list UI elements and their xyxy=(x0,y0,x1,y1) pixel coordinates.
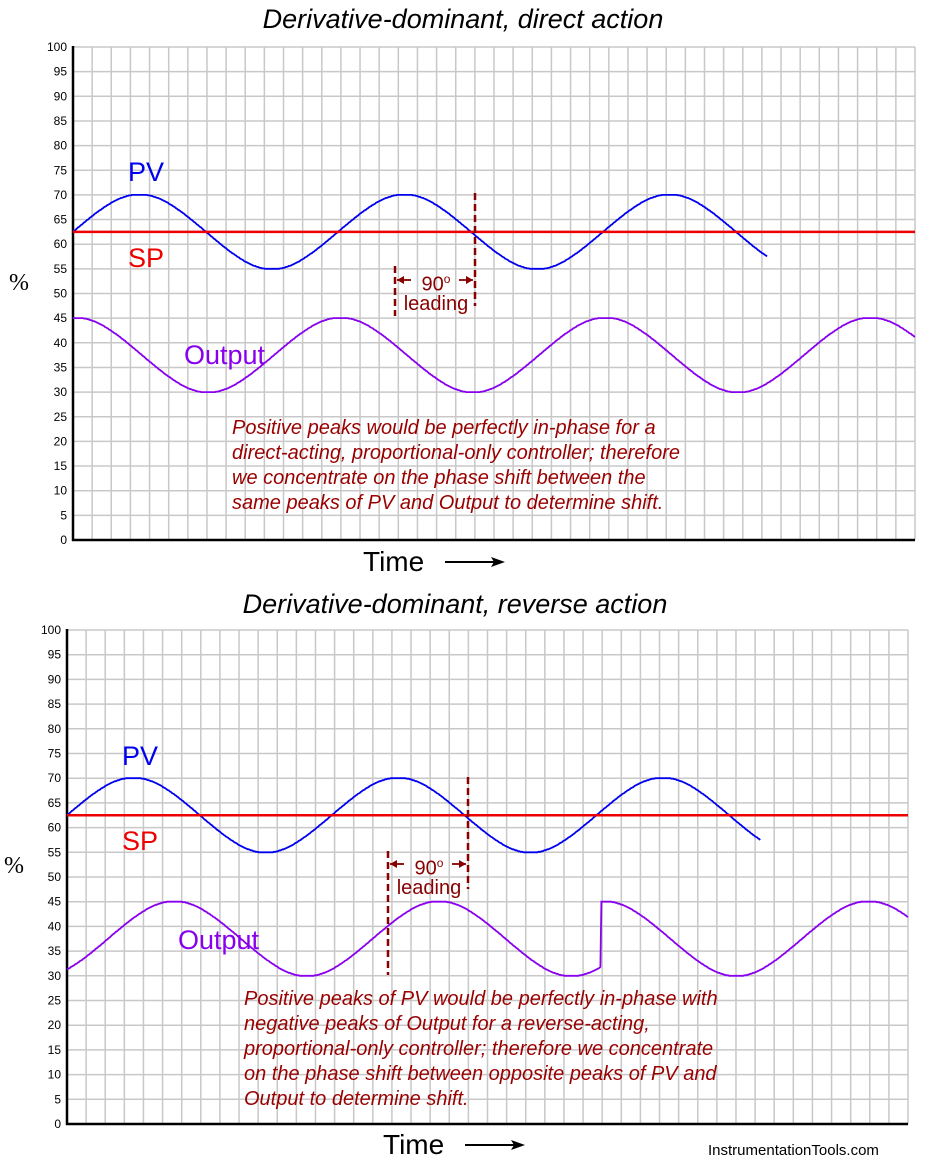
y-tick-label: 25 xyxy=(48,994,62,1008)
sp-label: SP xyxy=(122,826,159,856)
output-label: Output xyxy=(184,340,266,370)
phase-text: leading xyxy=(396,876,462,899)
phase-degrees: 90 xyxy=(414,857,437,880)
footer-credit: InstrumentationTools.com xyxy=(708,1142,879,1159)
explanation-note: Positive peaks of PV would be perfectly … xyxy=(244,988,718,1110)
y-tick-label: 55 xyxy=(54,262,68,276)
x-axis-label: Time xyxy=(363,546,425,577)
x-axis-label: Time xyxy=(383,1129,445,1160)
y-tick-label: 15 xyxy=(48,1043,62,1057)
chart-title: Derivative-dominant, direct action xyxy=(262,4,664,34)
y-tick-label: 40 xyxy=(48,919,62,933)
y-tick-label: 100 xyxy=(41,623,61,637)
y-tick-label: 0 xyxy=(60,533,67,547)
explanation-note: Positive peaks would be perfectly in-pha… xyxy=(232,417,680,514)
y-tick-label: 85 xyxy=(48,697,62,711)
y-tick-label: 50 xyxy=(48,870,62,884)
y-tick-label: 10 xyxy=(54,484,68,498)
y-tick-label: 30 xyxy=(54,385,68,399)
y-tick-label: 35 xyxy=(54,360,68,374)
y-tick-label: 70 xyxy=(48,771,62,785)
y-tick-label: 65 xyxy=(54,213,68,227)
time-arrowhead xyxy=(491,557,505,567)
output-line xyxy=(66,900,909,977)
y-tick-label: 90 xyxy=(48,672,62,686)
phase-annotation: 90o leading xyxy=(396,270,476,314)
y-tick-label: 45 xyxy=(54,311,68,325)
y-tick-label: 25 xyxy=(54,410,68,424)
chart-panel-reverse: Derivative-dominant, reverse action 0 5 10… xyxy=(0,585,926,1171)
degree-symbol: o xyxy=(443,272,451,286)
pv-label: PV xyxy=(128,157,165,187)
y-tick-label: 45 xyxy=(48,895,62,909)
y-tick-label: 100 xyxy=(47,40,67,54)
y-tick-label: 30 xyxy=(48,969,62,983)
y-tick-label: 65 xyxy=(48,796,62,810)
output-label: Output xyxy=(178,925,260,955)
y-tick-label: 50 xyxy=(54,287,68,301)
y-tick-label: 20 xyxy=(54,434,68,448)
y-tick-label: 40 xyxy=(54,336,68,350)
time-arrowhead xyxy=(511,1140,525,1150)
phase-arrowhead-left xyxy=(397,276,404,284)
sp-label: SP xyxy=(128,243,165,273)
y-tick-label: 20 xyxy=(48,1018,62,1032)
pv-line xyxy=(66,777,761,854)
y-tick-label: 75 xyxy=(54,163,68,177)
phase-annotation: 90o leading xyxy=(389,854,469,898)
y-tick-label: 90 xyxy=(54,89,68,103)
y-tick-label: 5 xyxy=(54,1092,61,1106)
y-tick-label: 75 xyxy=(48,747,62,761)
chart-plot-direct: 0 5 10 15 20 25 30 35 40 45 50 55 60 65 70 75 80 85 90 95 10… xyxy=(47,40,916,567)
y-tick-label: 15 xyxy=(54,459,68,473)
phase-degrees: 90 xyxy=(421,273,444,296)
y-tick-label: 95 xyxy=(54,65,68,79)
chart-plot-reverse: 0 5 10 15 20 25 30 35 40 45 50 55 60 65 70 75 80 85 90 95 10… xyxy=(41,623,909,1150)
chart-panel-direct: Derivative-dominant, direct action 0 5 10 1… xyxy=(0,0,926,585)
pv-label: PV xyxy=(122,741,159,771)
grid xyxy=(66,629,909,1125)
phase-text: leading xyxy=(403,292,469,315)
y-tick-label: 95 xyxy=(48,648,62,662)
chart-title: Derivative-dominant, reverse action xyxy=(242,589,668,619)
y-tick-label: 80 xyxy=(54,139,68,153)
degree-symbol: o xyxy=(436,856,444,870)
y-tick-label: 55 xyxy=(48,845,62,859)
phase-arrowhead-right xyxy=(459,860,466,868)
y-axis-label: % xyxy=(4,853,24,879)
pv-line xyxy=(72,194,768,270)
phase-arrowhead-left xyxy=(390,860,397,868)
y-tick-label: 70 xyxy=(54,188,68,202)
y-tick-label: 5 xyxy=(60,508,67,522)
phase-arrowhead-right xyxy=(466,276,473,284)
y-tick-label: 0 xyxy=(54,1117,61,1131)
y-tick-label: 80 xyxy=(48,722,62,736)
y-tick-label: 85 xyxy=(54,114,68,128)
y-tick-label: 35 xyxy=(48,944,62,958)
output-line xyxy=(73,317,916,393)
grid xyxy=(72,46,916,541)
y-tick-label: 60 xyxy=(54,237,68,251)
y-tick-label: 60 xyxy=(48,821,62,835)
y-tick-label: 10 xyxy=(48,1068,62,1082)
y-axis-label: % xyxy=(9,270,29,296)
